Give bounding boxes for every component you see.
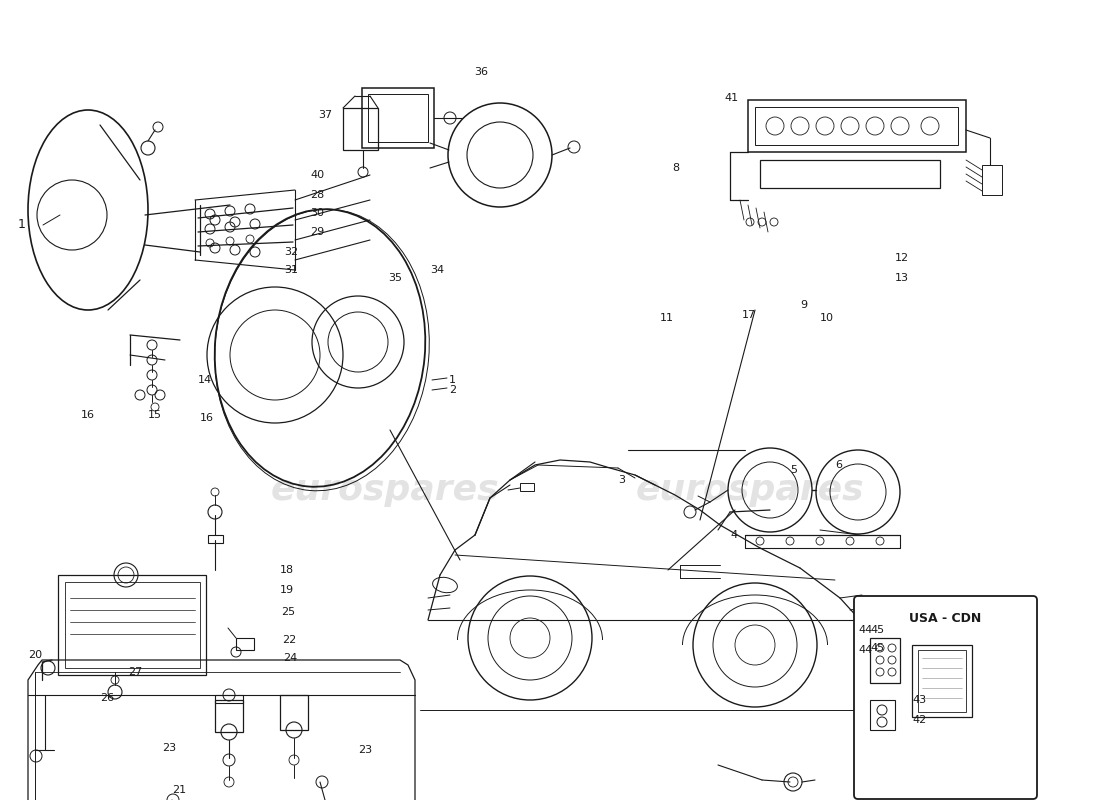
Text: 41: 41	[724, 93, 738, 103]
Text: 12: 12	[895, 253, 909, 263]
FancyBboxPatch shape	[854, 596, 1037, 799]
Text: 8: 8	[672, 163, 679, 173]
Text: 1: 1	[449, 375, 456, 385]
Text: 28: 28	[310, 190, 324, 200]
Text: 36: 36	[474, 67, 488, 77]
Text: 16: 16	[81, 410, 95, 420]
Text: 6: 6	[835, 460, 842, 470]
Text: 9: 9	[800, 300, 807, 310]
Text: 26: 26	[100, 693, 114, 703]
Text: 19: 19	[280, 585, 294, 595]
Text: eurospares: eurospares	[271, 473, 499, 507]
Text: 3: 3	[618, 475, 625, 485]
Text: 40: 40	[310, 170, 324, 180]
Text: 24: 24	[283, 653, 297, 663]
Text: 35: 35	[388, 273, 401, 283]
Text: 2: 2	[449, 385, 456, 395]
Text: 29: 29	[310, 227, 324, 237]
Text: 13: 13	[895, 273, 909, 283]
Text: 17: 17	[742, 310, 756, 320]
Text: 43: 43	[912, 695, 926, 705]
Text: 42: 42	[912, 715, 926, 725]
Text: 16: 16	[200, 413, 214, 423]
Text: 45: 45	[870, 625, 884, 635]
Text: 31: 31	[284, 265, 298, 275]
Text: 1: 1	[18, 218, 26, 231]
Text: 20: 20	[28, 650, 42, 660]
Text: 27: 27	[128, 667, 142, 677]
Text: 21: 21	[172, 785, 186, 795]
Text: 25: 25	[280, 607, 295, 617]
Text: 23: 23	[358, 745, 372, 755]
Text: 5: 5	[790, 465, 798, 475]
Text: 37: 37	[318, 110, 332, 120]
Text: 23: 23	[162, 743, 176, 753]
Text: 44: 44	[858, 625, 872, 635]
Text: eurospares: eurospares	[636, 473, 865, 507]
Text: USA - CDN: USA - CDN	[909, 611, 981, 625]
Text: 14: 14	[198, 375, 212, 385]
Text: 4: 4	[730, 530, 737, 540]
Text: 30: 30	[310, 208, 324, 218]
Text: 18: 18	[280, 565, 294, 575]
Text: 11: 11	[660, 313, 674, 323]
Text: 15: 15	[148, 410, 162, 420]
Text: 22: 22	[282, 635, 296, 645]
Text: 45: 45	[870, 643, 884, 653]
Text: 34: 34	[430, 265, 444, 275]
Text: 44: 44	[858, 645, 872, 655]
Text: 32: 32	[284, 247, 298, 257]
Text: 10: 10	[820, 313, 834, 323]
